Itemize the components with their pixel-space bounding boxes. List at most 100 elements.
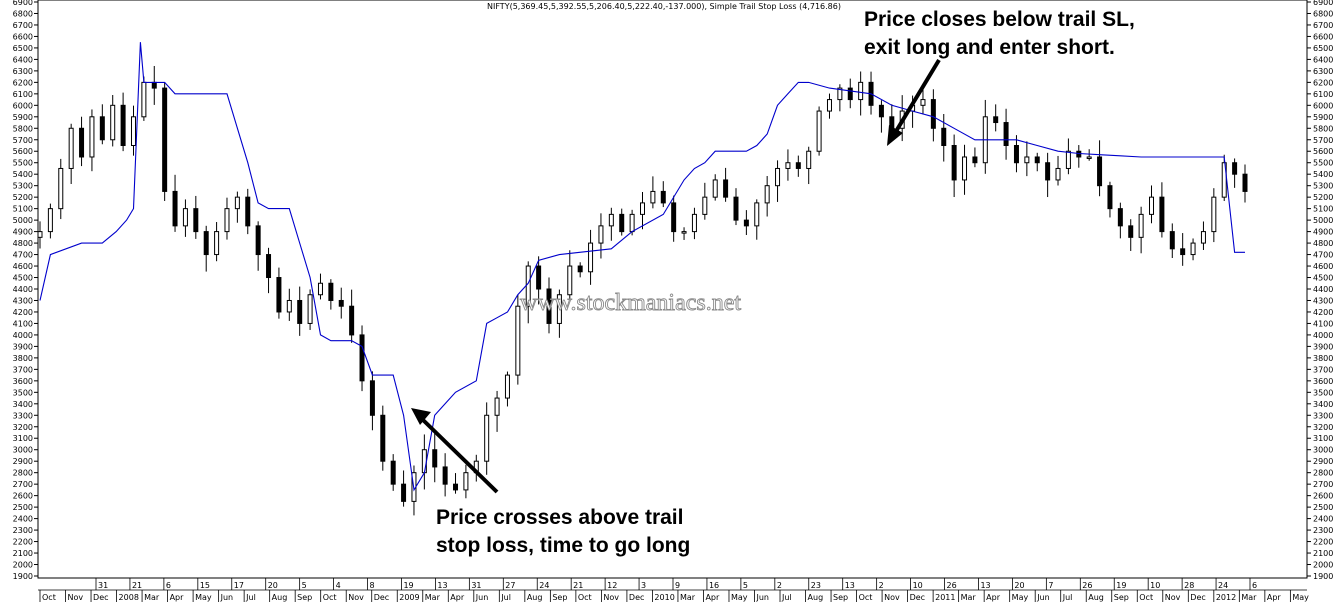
y-tick-label-left: 4500 [13,274,33,283]
candle-body [286,299,292,313]
x-top-tick-label: 15 [200,581,210,590]
candle-body [328,282,334,301]
y-tick-label-right: 6700 [1313,21,1333,30]
y-tick-label-right: 2700 [1313,480,1333,489]
y-tick-label-right: 6300 [1313,67,1333,76]
candle-body [733,196,739,221]
x-tick-label: Apr [450,593,465,602]
x-tick-label: Jul [1062,593,1073,602]
annotation-long: Price crosses above trail stop loss, tim… [411,408,690,557]
candle-body [369,380,375,416]
x-tick-label: Apr [705,593,720,602]
y-tick-label-right: 3100 [1313,434,1333,443]
candle-body [816,110,822,152]
candle-body [99,116,105,141]
y-tick-label-left: 5900 [13,113,33,122]
candle-body [297,299,303,324]
y-tick-label-left: 6600 [13,32,33,41]
y-tick-label-left: 4400 [13,285,33,294]
y-tick-label-left: 5100 [13,205,33,214]
x-tick-label: Dec [910,593,925,602]
x-tick-label: Aug [1088,593,1104,602]
x-tick-label: 2012 [1216,593,1236,602]
x-tick-label: Sep [297,593,312,602]
arrowhead-short [887,125,903,146]
x-tick-label: Jun [220,593,234,602]
x-tick-label: May [731,593,748,602]
candle-body [993,116,999,124]
candle-body [671,202,677,233]
y-tick-label-right: 2500 [1313,503,1333,512]
y-tick-label-right: 2800 [1313,469,1333,478]
candle-body [1190,242,1196,256]
candle-body [1024,156,1030,164]
candle-body [640,202,645,215]
candle-body [1169,231,1175,250]
y-tick-label-right: 2000 [1313,561,1333,570]
candle-body [775,167,781,187]
y-tick-label-left: 5300 [13,182,33,191]
y-tick-label-left: 5500 [13,159,33,168]
y-tick-label-right: 3300 [1313,411,1333,420]
candle-body [151,81,157,89]
y-tick-label-right: 6000 [1313,101,1333,110]
price-series [37,65,1248,516]
x-top-tick-label: 26 [947,581,957,590]
y-axis-right: 1900 2000 2100 2200 2300 2400 2500 2600 2700 2800… [1307,0,1333,581]
candle-body [743,219,749,227]
arrow-shaft-short [893,58,941,135]
y-tick-label-right: 5900 [1313,113,1333,122]
trail-stop-loss-line [39,42,1245,492]
x-top-tick-label: 24 [1218,581,1228,590]
x-top-tick-label: 17 [234,581,244,590]
x-tick-label: Jun [755,593,769,602]
y-tick-label-right: 1900 [1313,572,1333,581]
x-tick-label: Jul [245,593,256,602]
y-tick-label-left: 6700 [13,21,33,30]
candle-body [1211,196,1217,233]
x-tick-label: May [1012,593,1029,602]
x-tick-label: Dec [93,593,108,602]
candle-body [1232,162,1238,175]
annotation-short-line-1: Price closes below trail SL, [864,8,1135,31]
y-tick-label-left: 2900 [13,457,33,466]
x-tick-label: May [1292,593,1309,602]
candle-body [359,334,365,382]
x-tick-label: Mar [961,593,977,602]
y-tick-label-right: 4700 [1313,251,1333,260]
y-tick-label-left: 2700 [13,480,33,489]
candle-body [588,242,594,273]
candle-body [619,213,625,233]
candle-body [556,294,562,324]
x-top-tick-label: 19 [403,581,413,590]
x-tick-label: 2010 [654,593,674,602]
candle-body [504,374,510,399]
candle-body [442,466,448,485]
candle-body [754,202,760,227]
y-tick-label-right: 4000 [1313,331,1333,340]
candle-body [608,213,614,227]
y-tick-label-right: 5000 [1313,216,1333,225]
y-tick-label-left: 2500 [13,503,33,512]
y-tick-label-left: 4700 [13,251,33,260]
candle-body [567,265,573,296]
y-tick-label-left: 2800 [13,469,33,478]
x-top-tick-label: 19 [1116,581,1126,590]
x-tick-label: Jun [475,593,489,602]
x-top-tick-label: 2 [879,581,884,590]
candle-body [712,179,718,198]
y-tick-label-left: 3400 [13,400,33,409]
y-tick-label-left: 6300 [13,67,33,76]
y-tick-label-right: 5200 [1313,193,1333,202]
x-top-tick-label: 23 [811,581,821,590]
candle-body [598,225,604,244]
candle-body [629,213,635,233]
x-tick-label: Apr [1267,593,1282,602]
y-tick-label-right: 4600 [1313,262,1333,271]
y-tick-label-right: 5600 [1313,147,1333,156]
y-tick-label-right: 4100 [1313,319,1333,328]
x-tick-label: Aug [272,593,288,602]
x-tick-label: 2011 [935,593,955,602]
x-top-tick-label: 8 [370,581,375,590]
